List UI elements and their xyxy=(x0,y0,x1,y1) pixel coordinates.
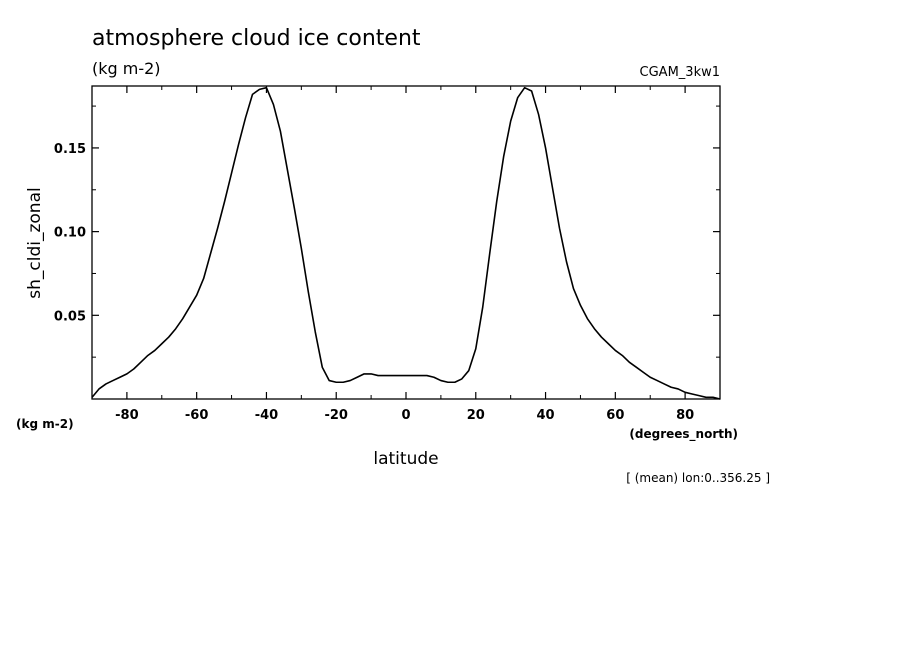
tick-labels: -80 -60 -40 -20 0 20 40 60 80 0.05 0.10 0.15 xyxy=(54,142,694,423)
x-tick-label: -40 xyxy=(255,408,279,423)
x-tick-label: -80 xyxy=(115,408,139,423)
x-tick-label: 80 xyxy=(676,408,694,423)
x-axis-label: latitude xyxy=(373,449,438,469)
x-tick-label: 0 xyxy=(401,408,410,423)
run-label: CGAM_3kw1 xyxy=(640,65,720,80)
x-tick-label: -20 xyxy=(324,408,348,423)
chart-title: atmosphere cloud ice content xyxy=(92,26,421,51)
y-units-label: (kg m-2) xyxy=(16,417,74,431)
x-tick-label: -60 xyxy=(185,408,209,423)
series-layer xyxy=(91,86,721,400)
plot-frame xyxy=(91,85,721,400)
y-axis-label: sh_cldi_zonal xyxy=(25,187,45,298)
y-tick-label: 0.05 xyxy=(54,309,86,324)
x-tick-label: 40 xyxy=(537,408,555,423)
footnote: [ (mean) lon:0..356.25 ] xyxy=(626,471,770,485)
series-line xyxy=(91,86,721,400)
x-units-label: (degrees_north) xyxy=(629,427,738,442)
axis-ticks xyxy=(91,86,721,399)
chart-subtitle: (kg m-2) xyxy=(92,59,161,78)
y-tick-label: 0.15 xyxy=(54,142,86,157)
x-tick-label: 60 xyxy=(606,408,624,423)
y-tick-label: 0.10 xyxy=(54,226,86,241)
x-tick-label: 20 xyxy=(467,408,485,423)
